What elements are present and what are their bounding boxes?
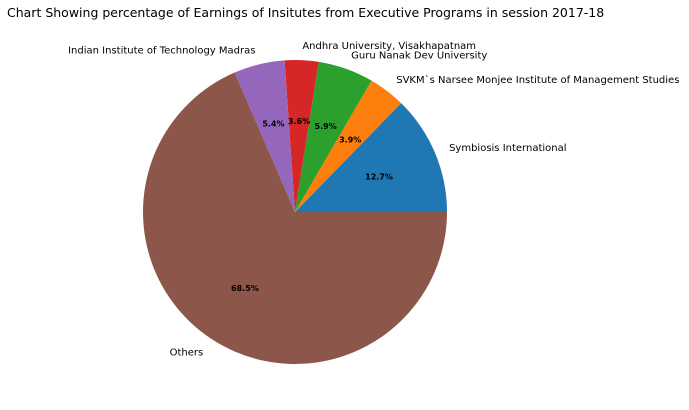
slice-labels: Symbiosis International SVKM`s Narsee Mon… <box>68 41 679 359</box>
slice-label-symbiosis-international: Symbiosis International <box>449 143 566 154</box>
pct-label-others: 68.5% <box>231 284 259 293</box>
pie-slice-svkm-s-narsee-monjee-institute-of-management-studies <box>295 80 402 212</box>
slice-label-andhra-university-visakhapatnam: Andhra University, Visakhapatnam <box>302 41 476 52</box>
chart-title: Chart Showing percentage of Earnings of … <box>7 5 605 20</box>
pct-label-guru-nanak-dev-university: 5.9% <box>315 122 337 131</box>
slice-label-others: Others <box>170 348 204 359</box>
pct-label-indian-institute-of-technology-madras: 5.4% <box>262 119 284 128</box>
slice-label-svkm-s-narsee-monjee-institute-of-management-studies: SVKM`s Narsee Monjee Institute of Manage… <box>396 74 679 86</box>
slice-label-guru-nanak-dev-university: Guru Nanak Dev University <box>351 51 487 62</box>
pct-label-svkm-s-narsee-monjee-institute-of-management-studies: 3.9% <box>339 135 361 144</box>
slice-label-indian-institute-of-technology-madras: Indian Institute of Technology Madras <box>68 46 255 57</box>
pie-slice-guru-nanak-dev-university <box>295 61 372 213</box>
pie-slice-symbiosis-international <box>295 103 447 212</box>
pct-label-andhra-university-visakhapatnam: 3.6% <box>288 117 310 126</box>
pie-slice-andhra-university-visakhapatnam <box>284 60 319 213</box>
pie-slices <box>143 60 448 365</box>
percentage-labels: 12.7% 3.9%5.9% 3.6% 5.4% 68.5% <box>231 117 393 293</box>
pie-slice-indian-institute-of-technology-madras <box>234 60 295 212</box>
pie-slice-others <box>143 72 448 365</box>
pct-label-symbiosis-international: 12.7% <box>365 173 393 182</box>
